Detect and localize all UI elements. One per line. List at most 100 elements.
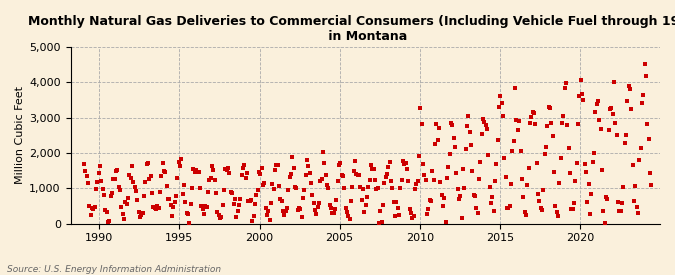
Point	[602, 197, 613, 201]
Point	[546, 120, 557, 125]
Point	[549, 170, 560, 175]
Point	[539, 152, 550, 156]
Point	[523, 166, 534, 170]
Point	[440, 219, 451, 224]
Point	[267, 182, 277, 187]
Point	[307, 193, 318, 197]
Point	[451, 170, 462, 175]
Point	[375, 209, 385, 213]
Point	[128, 180, 139, 184]
Point	[126, 176, 136, 180]
Point	[554, 181, 564, 186]
Point	[331, 198, 342, 202]
Point	[550, 204, 561, 208]
Point	[580, 170, 591, 174]
Point	[537, 208, 547, 212]
Point	[107, 191, 117, 196]
Point	[585, 212, 595, 216]
Point	[163, 197, 173, 201]
Point	[138, 194, 149, 198]
Point	[515, 149, 526, 153]
Point	[313, 205, 323, 210]
Point	[327, 211, 338, 215]
Point	[578, 98, 589, 102]
Point	[534, 199, 545, 203]
Point	[279, 212, 290, 217]
Point	[108, 177, 119, 182]
Point	[346, 199, 356, 203]
Point	[421, 178, 431, 182]
Point	[414, 154, 425, 158]
Point	[212, 210, 223, 214]
Point	[295, 207, 306, 211]
Point	[342, 209, 352, 214]
Point	[530, 122, 541, 127]
Point	[100, 208, 111, 212]
Point	[512, 127, 523, 132]
Point	[425, 198, 435, 202]
Point	[140, 180, 151, 185]
Point	[531, 161, 542, 166]
Point	[151, 207, 161, 211]
Point	[598, 209, 609, 213]
Point	[398, 159, 408, 163]
Point	[242, 171, 252, 175]
Point	[179, 183, 190, 187]
Point	[388, 200, 399, 204]
Point	[429, 178, 439, 183]
Point	[519, 209, 530, 214]
Point	[205, 175, 216, 180]
Point	[403, 179, 414, 183]
Point	[514, 119, 524, 123]
Point	[495, 94, 506, 98]
Point	[325, 206, 336, 211]
Point	[88, 207, 99, 211]
Point	[608, 111, 618, 116]
Point	[502, 206, 512, 210]
Point	[643, 136, 654, 141]
Point	[230, 197, 240, 201]
Point	[638, 93, 649, 97]
Point	[618, 185, 628, 189]
Point	[186, 202, 196, 206]
Point	[280, 208, 291, 213]
Point	[419, 173, 430, 178]
Point	[86, 205, 97, 210]
Point	[311, 212, 322, 216]
Point	[575, 78, 586, 82]
Point	[299, 187, 310, 192]
Point	[444, 152, 455, 156]
Point	[99, 193, 109, 197]
Point	[265, 200, 276, 205]
Point	[430, 142, 441, 146]
Point	[146, 190, 157, 195]
Point	[175, 163, 186, 168]
Point	[358, 187, 369, 191]
Point	[123, 196, 134, 200]
Point	[367, 167, 378, 171]
Point	[443, 165, 454, 169]
Point	[642, 122, 653, 127]
Point	[132, 198, 143, 202]
Point	[238, 166, 248, 170]
Point	[227, 191, 238, 195]
Point	[304, 170, 315, 175]
Point	[612, 200, 623, 204]
Point	[112, 168, 123, 173]
Point	[570, 179, 580, 183]
Point	[622, 99, 632, 103]
Point	[247, 219, 258, 223]
Point	[526, 115, 537, 120]
Point	[552, 214, 563, 218]
Point	[248, 213, 259, 218]
Point	[159, 169, 169, 173]
Point	[481, 123, 491, 127]
Point	[321, 183, 332, 187]
Point	[333, 163, 344, 167]
Point	[369, 167, 379, 171]
Point	[109, 177, 120, 181]
Point	[590, 110, 601, 114]
Point	[201, 205, 212, 209]
Point	[116, 205, 127, 210]
Point	[433, 138, 443, 142]
